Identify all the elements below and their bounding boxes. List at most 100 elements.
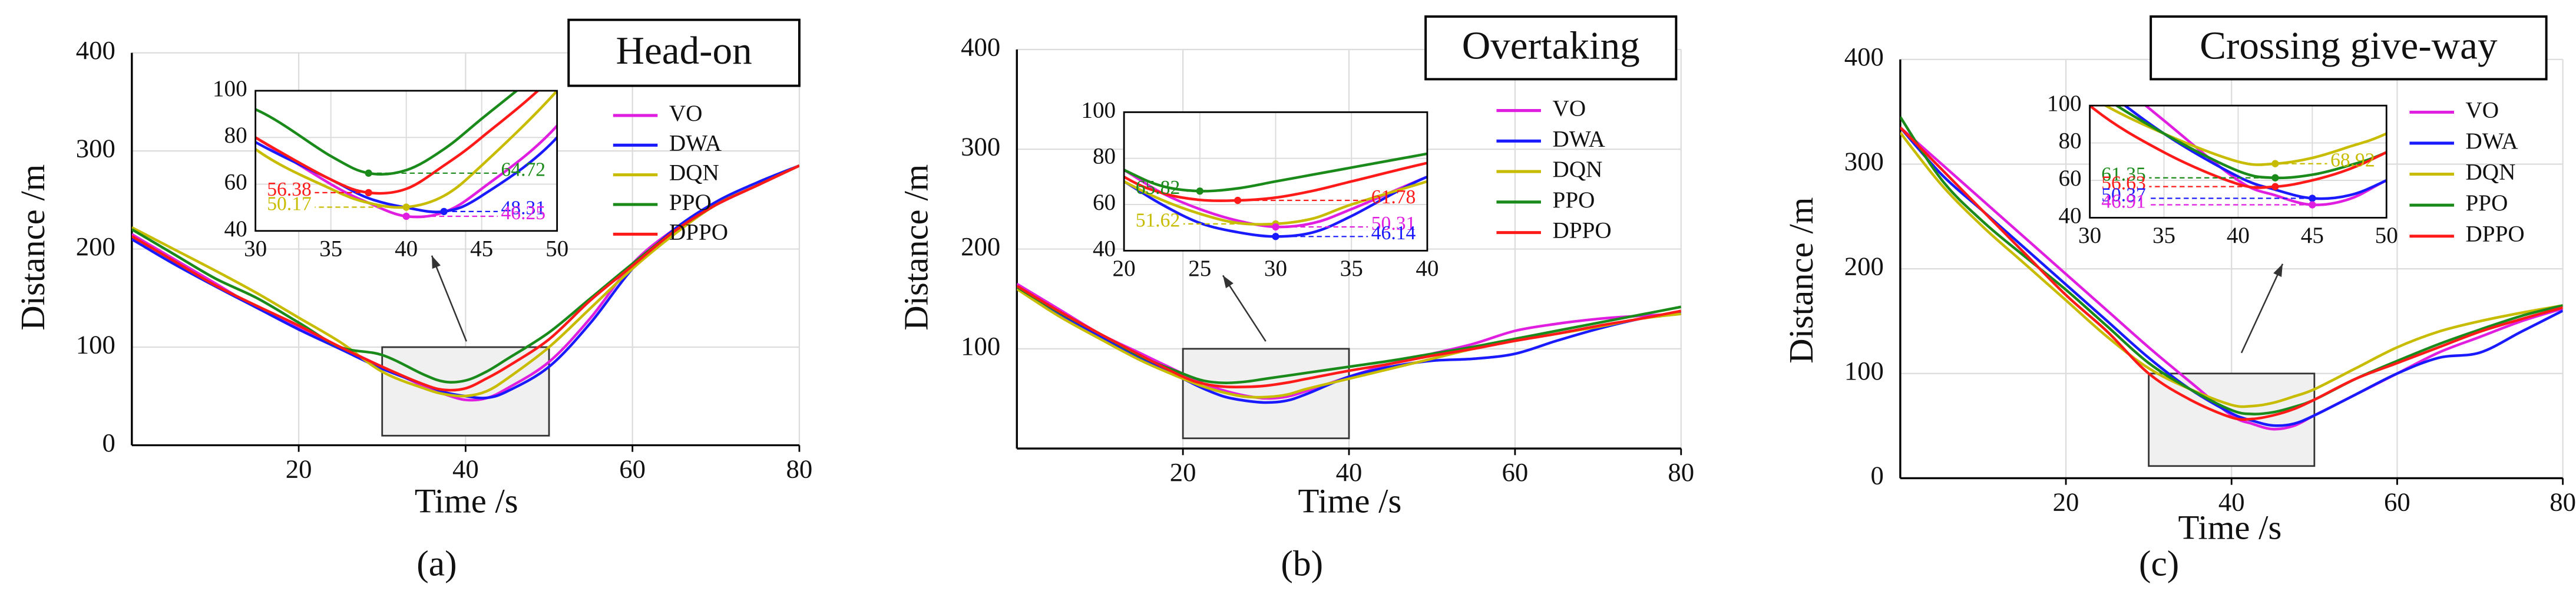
lines bbox=[1900, 116, 2563, 431]
y-axis-label: Distance /m bbox=[1782, 197, 1820, 364]
title-box bbox=[567, 18, 801, 87]
annotation-label: 51.62 bbox=[1136, 210, 1180, 232]
annotation-point bbox=[402, 203, 410, 211]
legend-label: DQN bbox=[2466, 160, 2516, 185]
legend-label: DWA bbox=[669, 130, 722, 156]
zoom-box bbox=[2148, 372, 2316, 467]
series-line bbox=[1017, 285, 1681, 389]
panel: 0 100 200 300 400 20 40 60 80 40 60 80 100 30 35 40 45 50… bbox=[1782, 15, 2576, 584]
inset-x-tick-label: 50 bbox=[545, 236, 568, 261]
inset: 40 60 80 100 20 25 30 35 40 65.82 61.78 51.62 50.314… bbox=[1081, 97, 1439, 281]
annotation-label: 56.63 bbox=[2101, 173, 2146, 194]
zoom-box bbox=[1182, 348, 1350, 440]
annotation-point bbox=[1272, 223, 1279, 231]
y-tick-label: 400 bbox=[1844, 42, 1884, 71]
title-box bbox=[2150, 15, 2548, 81]
zoom-arrow bbox=[431, 255, 467, 342]
y-tick-label: 200 bbox=[76, 232, 115, 261]
annotation-point bbox=[2271, 183, 2279, 190]
inset-y-tick-label: 40 bbox=[2058, 203, 2081, 228]
inset-x-tick-label: 30 bbox=[244, 236, 267, 261]
series-line bbox=[1124, 161, 1427, 202]
annotation-point bbox=[2271, 160, 2279, 167]
annotation-point bbox=[2309, 194, 2316, 202]
title-box bbox=[1424, 15, 1678, 81]
x-axis-label: Time /s bbox=[2178, 508, 2282, 546]
x-tick-label: 60 bbox=[2384, 487, 2410, 516]
zoom-arrow bbox=[2240, 263, 2284, 354]
legend-label: VO bbox=[1553, 96, 1586, 121]
legend-label: VO bbox=[2466, 97, 2499, 123]
annotation-label: 50.31 bbox=[1371, 213, 1416, 235]
legend-label: DWA bbox=[1553, 126, 1605, 151]
annotation-label: 65.82 bbox=[1136, 177, 1180, 199]
inset-x-tick-label: 30 bbox=[1264, 256, 1287, 281]
series-line bbox=[255, 90, 540, 195]
series-line bbox=[1900, 131, 2563, 408]
inset-y-tick-label: 40 bbox=[1093, 236, 1116, 261]
lines bbox=[131, 164, 799, 402]
inset-lines bbox=[1124, 152, 1427, 238]
series-line bbox=[2114, 105, 2387, 180]
annotation-point bbox=[1272, 233, 1279, 240]
annotation-point bbox=[1196, 187, 1203, 195]
chart-title: Crossing give-way bbox=[2200, 23, 2498, 67]
series-line bbox=[1900, 116, 2563, 415]
inset-y-tick-label: 100 bbox=[213, 76, 247, 101]
y-tick-label: 200 bbox=[961, 232, 1000, 261]
series-line bbox=[131, 164, 799, 400]
arrow-head bbox=[432, 255, 441, 269]
y-tick-label: 100 bbox=[1844, 356, 1884, 385]
annotation-label: 48.31 bbox=[501, 197, 546, 219]
series-line bbox=[2089, 105, 2387, 189]
series-line bbox=[131, 164, 799, 392]
x-tick-label: 20 bbox=[1170, 457, 1196, 487]
y-axis-label: Distance /m bbox=[897, 164, 935, 331]
inset-x-tick-label: 25 bbox=[1188, 256, 1211, 281]
series-line bbox=[1124, 168, 1427, 229]
annotation-label: 50.17 bbox=[267, 193, 312, 215]
legend-label: DPPO bbox=[1553, 218, 1612, 243]
annotation-label: 61.35 bbox=[2101, 164, 2146, 186]
y-tick-label: 0 bbox=[1871, 461, 1884, 490]
inset-x-tick-label: 50 bbox=[2375, 223, 2398, 248]
inset-x-tick-label: 45 bbox=[2301, 223, 2324, 248]
annotation-label: 46.91 bbox=[2101, 190, 2146, 212]
inset-y-tick-label: 100 bbox=[1081, 97, 1116, 123]
y-tick-label: 400 bbox=[961, 32, 1000, 61]
legend-label: DQN bbox=[669, 160, 719, 186]
legend-label: DWA bbox=[2466, 128, 2518, 154]
annotation-label: 50.37 bbox=[2101, 184, 2146, 206]
series-line bbox=[2144, 105, 2387, 206]
x-tick-label: 40 bbox=[1336, 457, 1363, 487]
x-tick-label: 80 bbox=[1668, 457, 1694, 487]
x-tick-label: 80 bbox=[2549, 487, 2576, 516]
inset-y-tick-label: 80 bbox=[224, 123, 247, 148]
series-line bbox=[131, 164, 799, 398]
x-tick-label: 40 bbox=[452, 454, 479, 484]
annotation-point bbox=[402, 212, 410, 220]
chart-title: Head-on bbox=[616, 28, 752, 72]
y-tick-label: 100 bbox=[961, 331, 1000, 361]
annotation-label: 68.92 bbox=[2330, 150, 2375, 171]
annotation-point bbox=[440, 207, 448, 216]
annotation-point bbox=[365, 169, 372, 177]
y-axis-label: Distance /m bbox=[14, 164, 52, 331]
annotation-label: 64.72 bbox=[501, 159, 546, 181]
panel-label: (c) bbox=[2139, 544, 2179, 584]
inset: 40 60 80 100 30 35 40 45 50 68.92 61.3556.6350.374… bbox=[2047, 91, 2398, 248]
annotation-point bbox=[2309, 201, 2316, 209]
x-tick-label: 20 bbox=[2053, 487, 2079, 516]
annotation-label: 46.14 bbox=[1371, 222, 1416, 244]
x-axis-label: Time /s bbox=[1298, 482, 1402, 520]
annotation-label: 61.78 bbox=[1371, 186, 1416, 208]
zoom-box bbox=[381, 346, 550, 437]
inset-y-tick-label: 60 bbox=[224, 170, 247, 195]
legend-label: DQN bbox=[1553, 157, 1603, 182]
series-line bbox=[1017, 288, 1681, 404]
series-line bbox=[1124, 180, 1427, 226]
inset-x-tick-label: 35 bbox=[319, 236, 342, 261]
chart-title: Overtaking bbox=[1462, 23, 1640, 67]
x-tick-label: 80 bbox=[786, 454, 813, 484]
